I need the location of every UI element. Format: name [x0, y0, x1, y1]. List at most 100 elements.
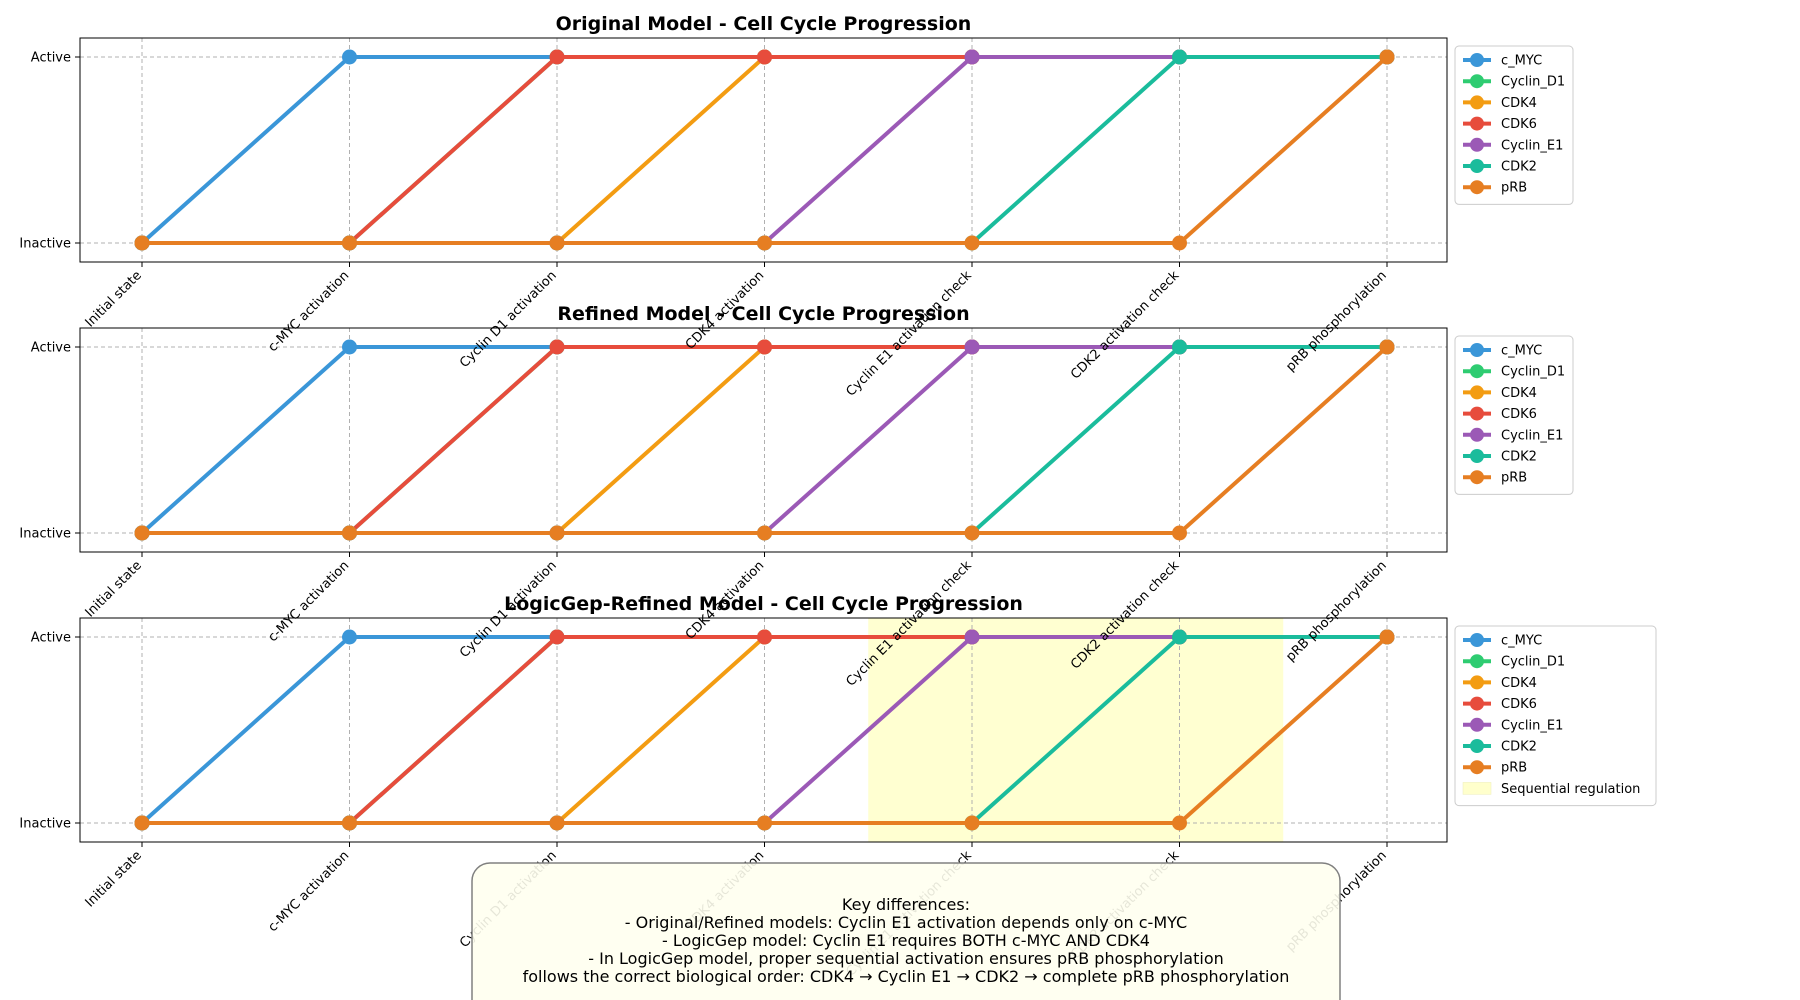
- legend-label: pRB: [1501, 471, 1527, 486]
- x-tick-label: Initial state: [83, 848, 145, 910]
- chart-title: Refined Model - Cell Cycle Progression: [557, 303, 969, 325]
- legend-swatch-marker: [1470, 116, 1484, 131]
- legend-label: Cyclin_D1: [1501, 655, 1565, 670]
- data-point: [549, 629, 565, 645]
- legend-label: CDK4: [1501, 96, 1537, 111]
- legend-label: pRB: [1501, 181, 1527, 196]
- y-tick-label: Active: [31, 51, 71, 66]
- legend-label: c_MYC: [1501, 344, 1542, 359]
- legend-label: CDK2: [1501, 160, 1537, 175]
- legend-swatch-marker: [1470, 343, 1484, 357]
- legend-label: Cyclin_D1: [1501, 365, 1565, 380]
- legend-swatch-marker: [1470, 137, 1484, 152]
- chart-title: Original Model - Cell Cycle Progression: [556, 13, 972, 35]
- data-point: [964, 49, 980, 65]
- annotation-line: follows the correct biological order: CD…: [523, 967, 1290, 986]
- data-point: [549, 815, 565, 831]
- data-point: [757, 815, 772, 831]
- x-tick-label: c-MYC activation: [265, 558, 352, 645]
- data-point: [1379, 629, 1395, 645]
- y-tick-label: Inactive: [19, 817, 71, 832]
- legend-swatch-marker: [1470, 74, 1484, 89]
- legend-label: c_MYC: [1501, 54, 1542, 69]
- legend-swatch-marker: [1470, 427, 1484, 442]
- annotation-line: - LogicGep model: Cyclin E1 requires BOT…: [662, 931, 1150, 950]
- data-point: [964, 629, 980, 645]
- legend-swatch-marker: [1470, 385, 1484, 400]
- data-point: [1172, 525, 1187, 541]
- data-point: [1172, 815, 1187, 831]
- legend-swatch-marker: [1470, 180, 1484, 195]
- legend-layer: c_MYC Cyclin_D1 CDK4 CDK6 Cyclin_E1 CDK2 pRB c_…: [1454, 45, 1657, 807]
- legend-label: CDK6: [1501, 697, 1537, 712]
- legend-swatch-marker: [1470, 696, 1484, 711]
- data-point: [342, 339, 357, 355]
- x-tick-label: Cyclin D1 activation: [457, 268, 560, 371]
- annotation-line: Key differences:: [842, 895, 970, 914]
- axes-frame-2: [79, 327, 1448, 553]
- legend-swatch-marker: [1470, 470, 1484, 485]
- data-point: [964, 525, 980, 541]
- legend-label: CDK6: [1501, 117, 1537, 132]
- data-point: [134, 235, 150, 251]
- x-tick-label: c-MYC activation: [265, 268, 352, 355]
- data-point: [134, 525, 150, 541]
- chart-title: LogicGep-Refined Model - Cell Cycle Prog…: [504, 593, 1023, 615]
- data-point: [1172, 339, 1187, 355]
- y-tick-label: Active: [31, 631, 71, 646]
- data-point: [757, 235, 772, 251]
- annotation-line: - Original/Refined models: Cyclin E1 act…: [625, 913, 1187, 932]
- legend-label: Cyclin_E1: [1501, 428, 1563, 443]
- legend-label: CDK2: [1501, 740, 1537, 755]
- annotation-line: - In LogicGep model, proper sequential a…: [588, 949, 1224, 968]
- data-point: [1172, 235, 1187, 251]
- data-point: [964, 815, 980, 831]
- legend-label: pRB: [1501, 761, 1527, 776]
- legend-swatch-marker: [1470, 95, 1484, 110]
- legend-swatch-highlight: [1462, 782, 1492, 795]
- legend-label: CDK6: [1501, 407, 1537, 422]
- data-point: [1172, 629, 1187, 645]
- legend-swatch-marker: [1470, 654, 1484, 669]
- data-point: [342, 49, 357, 65]
- y-tick-label: Inactive: [19, 527, 71, 542]
- legend-swatch-marker: [1470, 449, 1484, 463]
- frame-layer: [75, 37, 1448, 847]
- y-tick-label: Inactive: [19, 237, 71, 252]
- x-tick-label: Initial state: [83, 268, 145, 330]
- legend-swatch-marker: [1470, 159, 1484, 173]
- axes-frame-3: [79, 617, 1448, 843]
- data-point: [342, 815, 357, 831]
- legend-label: Cyclin_E1: [1501, 138, 1563, 153]
- legend-swatch-marker: [1470, 760, 1484, 775]
- data-point: [757, 525, 772, 541]
- legend-label: Cyclin_D1: [1501, 75, 1565, 90]
- legend-swatch-marker: [1470, 633, 1484, 647]
- legend-label: CDK2: [1501, 450, 1537, 465]
- data-point: [549, 339, 565, 355]
- data-point: [342, 235, 357, 251]
- data-point: [1379, 49, 1395, 65]
- data-point: [342, 525, 357, 541]
- data-point: [549, 525, 565, 541]
- y-tick-label: Active: [31, 341, 71, 356]
- data-point: [134, 815, 150, 831]
- x-tick-label: CDK2 activation check: [1068, 268, 1183, 383]
- data-point: [549, 235, 565, 251]
- data-point: [964, 339, 980, 355]
- legend-swatch-marker: [1470, 739, 1484, 753]
- legend-label: CDK4: [1501, 676, 1537, 691]
- data-point: [1172, 49, 1187, 65]
- data-point: [757, 339, 772, 355]
- data-point: [757, 629, 772, 645]
- legend-label: CDK4: [1501, 386, 1537, 401]
- x-tick-label: c-MYC activation: [265, 848, 352, 935]
- legend-swatch-marker: [1470, 675, 1484, 690]
- axes-frame-1: [79, 37, 1448, 263]
- legend-box: [1454, 625, 1657, 807]
- data-point: [1379, 339, 1395, 355]
- data-point: [342, 629, 357, 645]
- lines-layer: [134, 49, 1395, 831]
- legend-swatch-marker: [1470, 364, 1484, 379]
- legend-label: c_MYC: [1501, 634, 1542, 649]
